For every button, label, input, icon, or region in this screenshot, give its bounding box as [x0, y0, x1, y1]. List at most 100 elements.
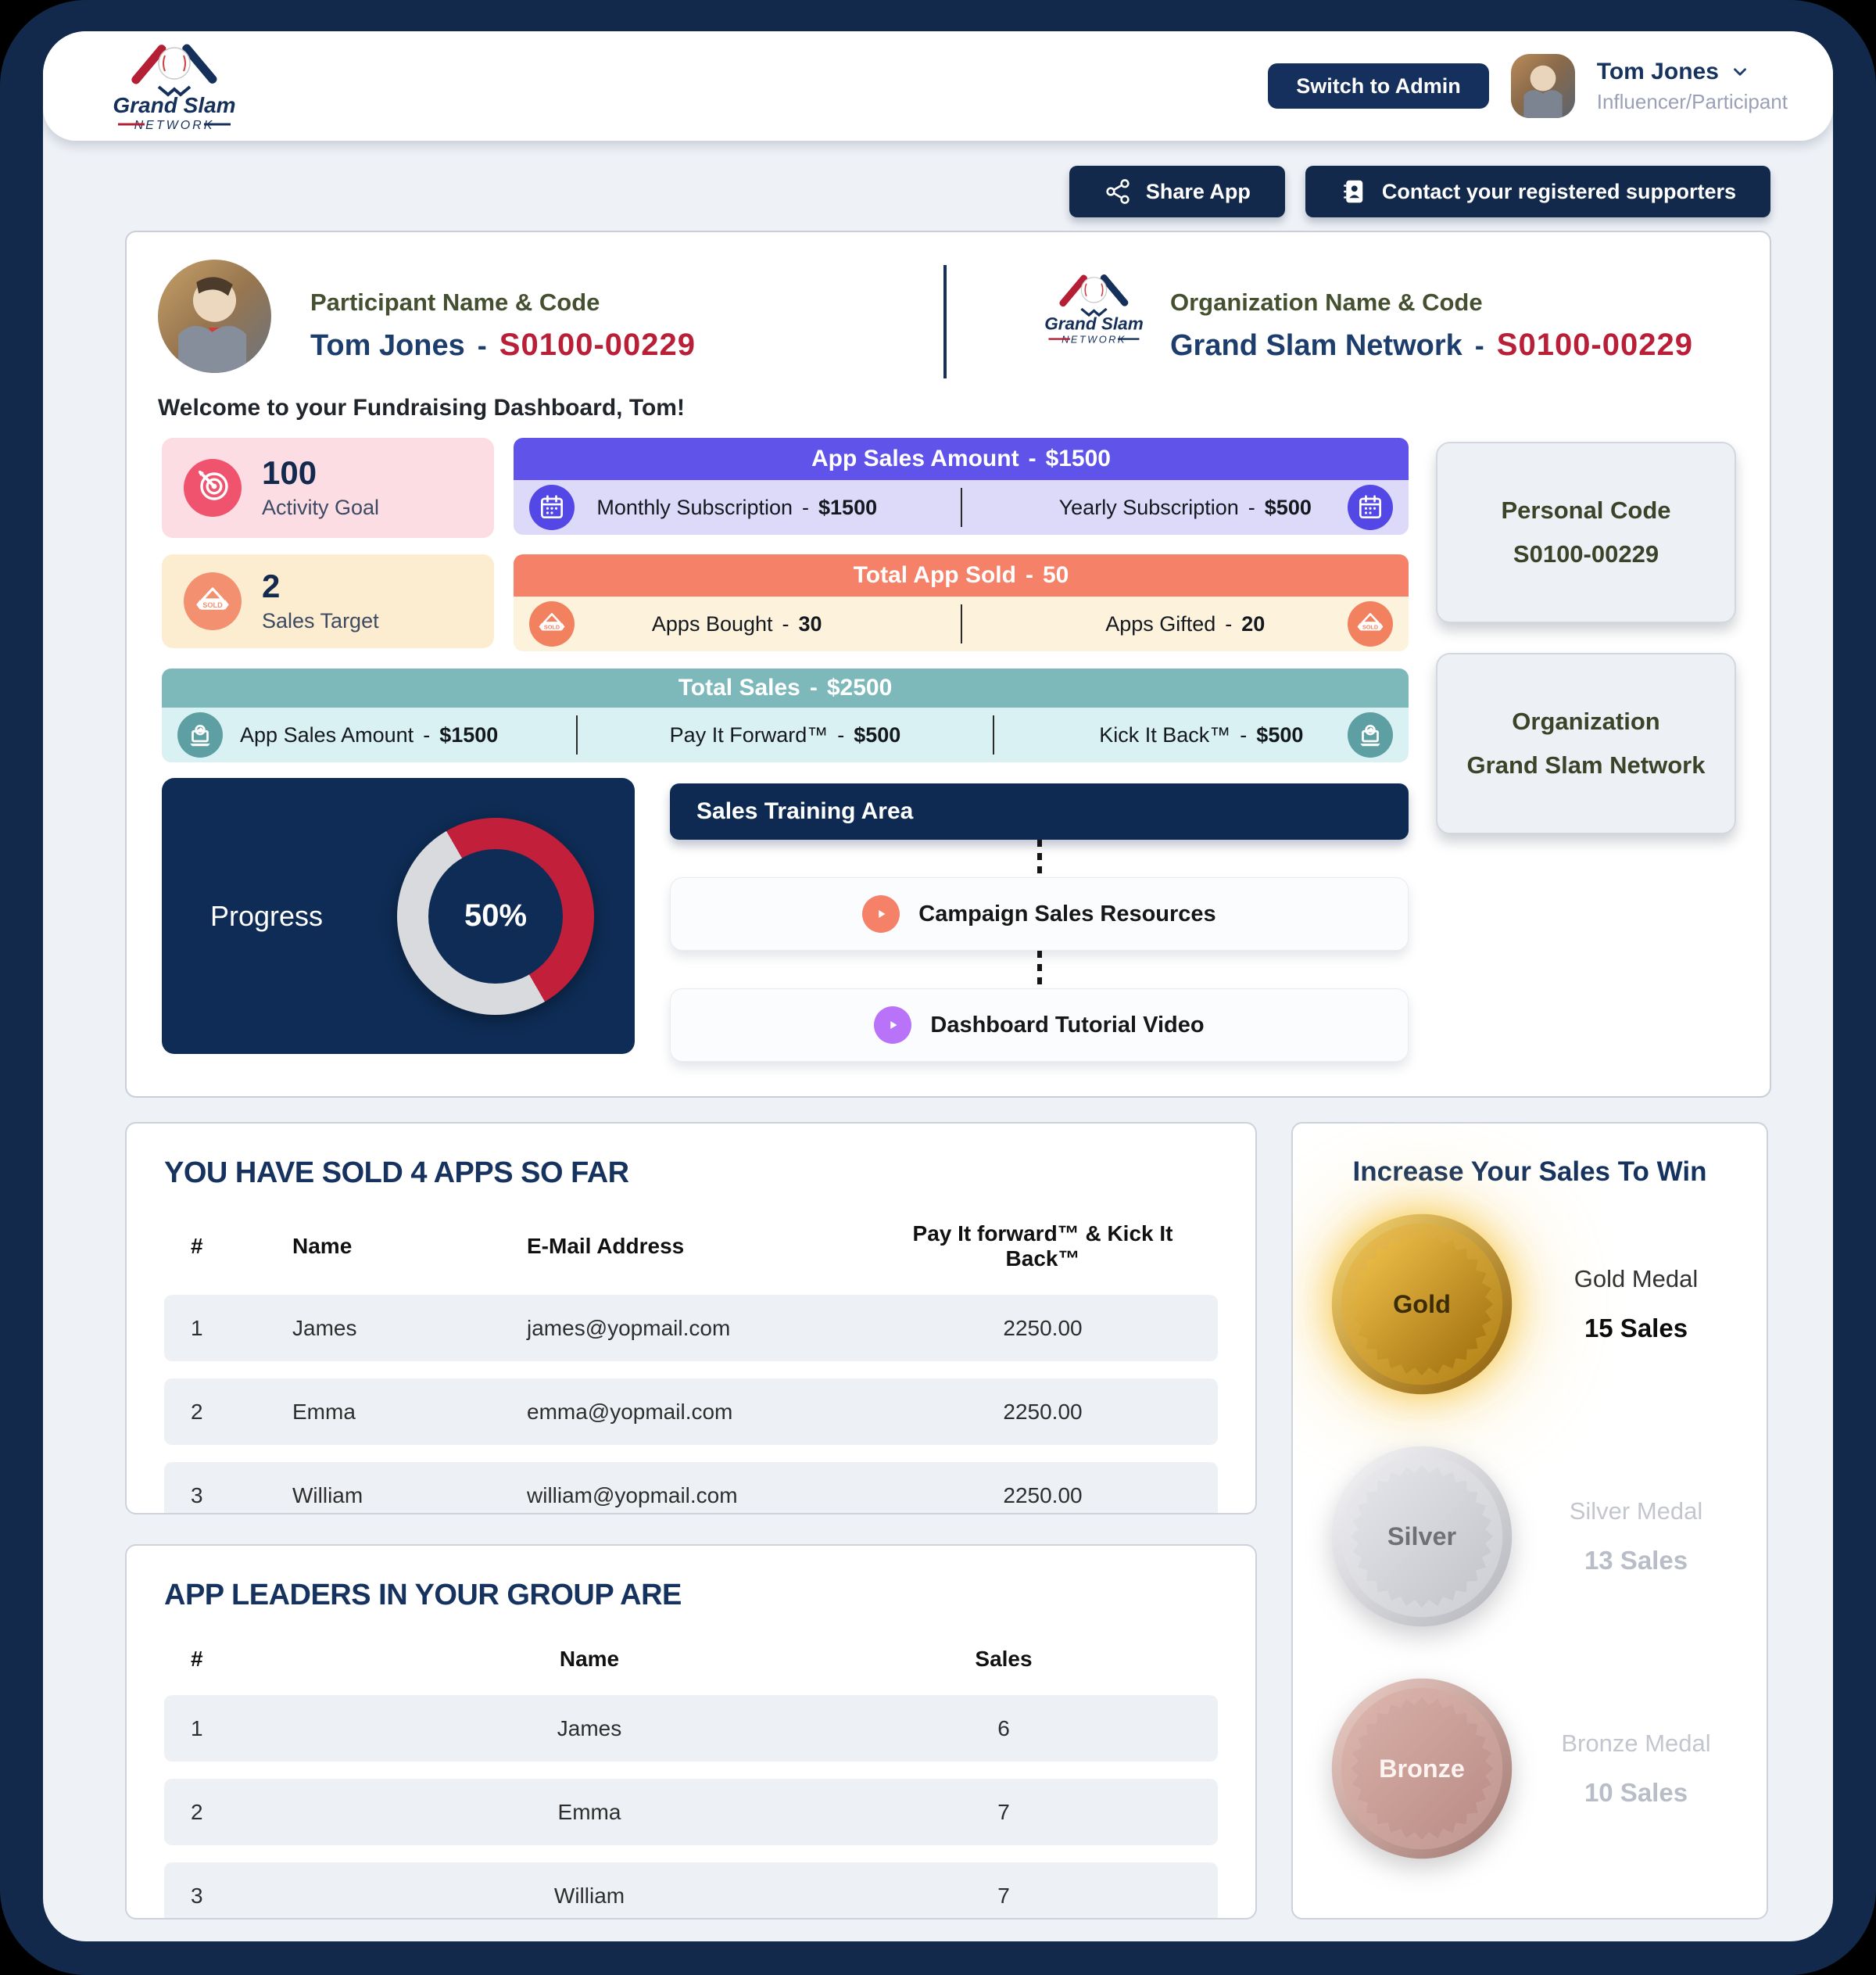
- switch-to-admin-button[interactable]: Switch to Admin: [1268, 63, 1489, 109]
- dash: -: [1225, 611, 1233, 636]
- cell-amount: 2250.00: [1003, 1399, 1083, 1424]
- cell-email: william@yopmail.com: [527, 1482, 738, 1507]
- participant-name-code: Tom Jones - S0100-00229: [310, 328, 696, 363]
- laptop-sales-icon: [1348, 712, 1393, 758]
- activity-goal-value: 100: [262, 453, 317, 491]
- activity-goal-label: Activity Goal: [262, 495, 380, 519]
- campaign-sales-resources-label: Campaign Sales Resources: [918, 901, 1216, 927]
- progress-donut-chart: 50%: [397, 817, 594, 1015]
- cell-name: James: [557, 1715, 622, 1740]
- sold-apps-panel: YOU HAVE SOLD 4 APPS SO FAR # Name E-Mai…: [125, 1122, 1257, 1514]
- cell-amount: 2250.00: [1003, 1482, 1083, 1507]
- sales-target-label: Sales Target: [262, 608, 379, 633]
- seg-label: Pay It Forward™: [669, 722, 829, 747]
- quick-actions: Share App Contact your registered suppor…: [1069, 166, 1770, 217]
- segment-divider: [960, 604, 962, 643]
- silver-medal-label: Silver Medal: [1569, 1496, 1703, 1525]
- dashboard-tutorial-video-link[interactable]: Dashboard Tutorial Video: [670, 988, 1409, 1062]
- participant-label: Participant Name & Code: [310, 289, 600, 316]
- app-sales-band: App Sales Amount - $1500 Monthly Subscri…: [514, 438, 1409, 535]
- app-sales-header: App Sales Amount - $1500: [514, 438, 1409, 480]
- bronze-medal-row: Bronze Bronze Medal 10 Sales: [1313, 1653, 1746, 1885]
- organization-name-code: Grand Slam Network - S0100-00229: [1170, 328, 1693, 363]
- gold-medal-label: Gold Medal: [1573, 1264, 1699, 1292]
- chevron-down-icon[interactable]: [1730, 62, 1750, 82]
- progress-percent: 50%: [464, 898, 528, 933]
- gold-medal-icon: Gold: [1319, 1202, 1524, 1407]
- table-header-row: # Name E-Mail Address Pay It forward™ & …: [164, 1221, 1218, 1271]
- medals-title: Increase Your Sales To Win: [1352, 1156, 1707, 1187]
- brand-logo: Grand Slam NETWORK: [104, 38, 245, 134]
- table-row: 1 James james@yopmail.com 2250.00: [164, 1295, 1218, 1361]
- cell-amount: 2250.00: [1003, 1315, 1083, 1340]
- cell-num: 2: [191, 1799, 203, 1824]
- yearly-subscription-seg: Yearly Subscription - $500: [962, 480, 1409, 535]
- sales-target-card: SOLD 2 Sales Target: [162, 554, 494, 648]
- calendar-icon: [529, 485, 575, 530]
- cell-sales: 7: [997, 1799, 1010, 1824]
- welcome-message: Welcome to your Fundraising Dashboard, T…: [158, 395, 685, 421]
- total-sales-title: Total Sales: [678, 675, 800, 701]
- gold-medal-sales: 15 Sales: [1584, 1313, 1688, 1342]
- dash: -: [802, 495, 810, 519]
- dash: -: [423, 722, 431, 747]
- organization-name: Grand Slam Network: [1170, 329, 1462, 362]
- laptop-sales-icon: [177, 712, 223, 758]
- user-avatar[interactable]: [1510, 54, 1575, 118]
- svg-text:SOLD: SOLD: [202, 601, 223, 609]
- org-logo-name: Grand Slam: [1044, 314, 1144, 334]
- app-sales-title: App Sales Amount: [811, 446, 1019, 471]
- sold-sign-icon: SOLD: [184, 572, 242, 630]
- dotted-connector: [1036, 840, 1042, 877]
- bronze-medal-icon: Bronze: [1319, 1666, 1524, 1871]
- sales-training-header: Sales Training Area: [670, 783, 1409, 840]
- sold-sign-icon: SOLD: [1348, 601, 1393, 647]
- yearly-subscription-label: Yearly Subscription: [1058, 495, 1239, 519]
- dash: -: [477, 329, 487, 361]
- col-header-name: Name: [559, 1647, 620, 1671]
- seg-value: $500: [854, 722, 901, 747]
- dash: -: [1474, 329, 1484, 361]
- cell-name: Emma: [292, 1399, 356, 1424]
- brand-subname: NETWORK: [134, 119, 215, 132]
- segment-divider: [960, 488, 962, 527]
- campaign-sales-resources-link[interactable]: Campaign Sales Resources: [670, 877, 1409, 951]
- seg-value: $500: [1256, 722, 1304, 747]
- top-bar: Grand Slam NETWORK Switch to Admin Tom J…: [43, 31, 1833, 141]
- organization-code-card: Organization Grand Slam Network: [1436, 653, 1736, 834]
- col-header-sales: Sales: [975, 1647, 1033, 1671]
- participant-name: Tom Jones: [310, 329, 465, 362]
- sales-training-area: Sales Training Area Campaign Sales Resou…: [670, 783, 1409, 1062]
- total-sales-value: $2500: [826, 675, 893, 701]
- participant-code: S0100-00229: [499, 328, 696, 362]
- dashboard-tutorial-video-label: Dashboard Tutorial Video: [930, 1012, 1205, 1038]
- silver-coin-label: Silver: [1387, 1522, 1457, 1550]
- medals-panel: Increase Your Sales To Win Gold Gold Med…: [1291, 1122, 1768, 1919]
- svg-text:SOLD: SOLD: [1362, 623, 1378, 630]
- col-header-name: Name: [292, 1234, 353, 1258]
- total-app-sold-header: Total App Sold - 50: [514, 554, 1409, 597]
- apps-bought-value: 30: [798, 611, 822, 636]
- share-app-label: Share App: [1145, 179, 1251, 203]
- personal-code-value: S0100-00229: [1513, 540, 1659, 568]
- seg-value: $1500: [439, 722, 499, 747]
- user-role: Influencer/Participant: [1596, 89, 1788, 113]
- bronze-medal-label: Bronze Medal: [1561, 1729, 1711, 1758]
- apps-bought-label: Apps Bought: [651, 611, 773, 636]
- share-app-button[interactable]: Share App: [1069, 166, 1285, 217]
- dash: -: [809, 675, 818, 701]
- sold-apps-title: YOU HAVE SOLD 4 APPS SO FAR: [164, 1156, 629, 1189]
- user-name: Tom Jones: [1596, 58, 1719, 84]
- contact-supporters-button[interactable]: Contact your registered supporters: [1305, 166, 1770, 217]
- activity-goal-card: 100 Activity Goal: [162, 438, 494, 538]
- gold-medal-row: Gold Gold Medal 15 Sales: [1313, 1188, 1746, 1420]
- cell-email: emma@yopmail.com: [527, 1399, 733, 1424]
- app-sales-total: $1500: [1045, 446, 1111, 471]
- organization-label: Organization Name & Code: [1170, 289, 1483, 316]
- table-row: 1 James 6: [164, 1695, 1218, 1762]
- gold-coin-label: Gold: [1393, 1289, 1451, 1317]
- total-sales-seg-payitforward: Pay It Forward™ - $500: [578, 708, 992, 762]
- total-sales-seg-app: App Sales Amount - $1500: [162, 708, 576, 762]
- total-app-sold-band: Total App Sold - 50 SOLD Apps Bought - 3…: [514, 554, 1409, 651]
- segment-divider: [576, 715, 578, 755]
